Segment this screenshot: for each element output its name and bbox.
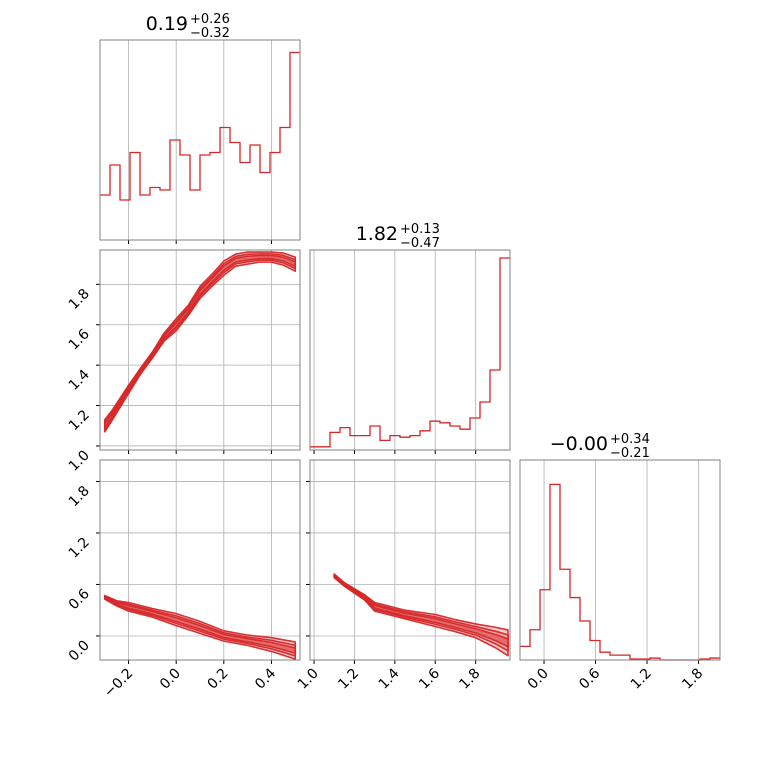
x-tick-label: 1.0 [295,666,322,693]
axes-frame [309,249,511,451]
axes-frame [309,459,511,661]
title-minus: −0.47 [400,236,440,251]
title-plus: +0.34 [610,432,650,447]
y-tick-label: 1.0 [66,447,93,474]
contour-level-3 [103,254,297,429]
x-tick-label: 1.8 [679,666,706,693]
contour-panel-param-0-vs-1: 1.0 1.2 1.4 1.6 1.8 [66,249,301,475]
axes-frame [519,459,721,661]
contour-group [103,251,297,433]
histogram-panel-param-0: 0.19 +0.26−0.32 [99,12,301,244]
title-plus: +0.26 [190,12,230,27]
title-minus: −0.32 [190,26,230,41]
y-tick-label: 0.0 [66,637,93,664]
y-tick-label: 1.8 [66,483,93,510]
x-tick-label: 1.2 [628,666,655,693]
contour-level-1 [103,251,297,433]
title-median: −0.00 [550,433,608,455]
contour-group [103,594,297,660]
panel-title: 0.19 +0.26−0.32 [146,12,230,41]
x-tick-label: 0.0 [525,666,552,693]
axes-frame [99,459,301,661]
histogram-step [100,51,300,201]
y-tick-label: 1.4 [66,367,93,394]
axes-frame [99,39,301,241]
title-plus: +0.13 [400,222,440,237]
panel-title: 1.82 +0.13−0.47 [356,222,440,251]
x-tick-label: 1.8 [456,666,483,693]
contour-group [333,572,509,657]
x-tick-label: 1.6 [416,665,443,692]
x-tick-label: 0.2 [205,666,232,693]
x-tick-label: 1.4 [376,665,403,692]
y-tick-label: 1.2 [66,534,93,561]
contour-level-3 [333,574,509,648]
x-tick-label: −0.2 [101,666,136,701]
contour-level-2 [103,253,297,431]
title-minus: −0.21 [610,446,650,461]
x-tick-label: 1.2 [335,666,362,693]
x-tick-label: 0.6 [576,665,603,692]
contour-panel-param-1-vs-2: 1.0 1.2 1.4 1.6 1.8 [295,459,511,693]
histogram-step [310,257,510,448]
title-median: 1.82 [356,223,398,245]
axes-frame [99,249,301,451]
histogram-panel-param-2: 0.0 0.6 1.2 1.8 −0.00 +0.34−0.21 [519,432,721,693]
contour-panel-param-0-vs-2: −0.2 0.0 0.2 0.4 0.0 0.6 1.2 1.8 [66,459,301,701]
title-median: 0.19 [146,13,188,35]
y-tick-label: 1.2 [66,407,93,434]
y-tick-label: 0.6 [66,586,93,613]
histogram-panel-param-1: 1.82 +0.13−0.47 [309,222,511,454]
x-tick-label: 0.4 [252,665,279,692]
contour-level-3 [103,595,297,654]
y-tick-label: 1.6 [66,326,93,353]
panel-title: −0.00 +0.34−0.21 [550,432,650,461]
histogram-step [520,483,720,661]
x-tick-label: 0.0 [157,666,184,693]
y-tick-label: 1.8 [66,286,93,313]
